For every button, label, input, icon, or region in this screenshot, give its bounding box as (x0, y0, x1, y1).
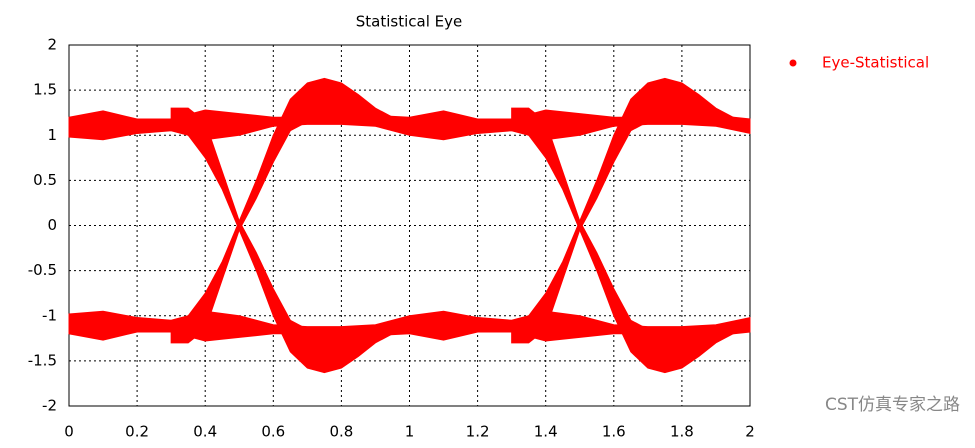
legend-label: Eye-Statistical (822, 54, 929, 72)
x-tick-label: 1.2 (466, 423, 490, 441)
y-tick-label: 2 (47, 36, 57, 54)
y-tick-label: -1.5 (28, 351, 57, 369)
eye-band (170, 107, 393, 374)
x-tick-label: 1.8 (670, 423, 694, 441)
y-tick-label: -0.5 (28, 261, 57, 279)
eye-band (511, 107, 734, 374)
eye-band (511, 77, 734, 344)
x-tick-label: 1.4 (534, 423, 558, 441)
y-tick-label: -2 (42, 397, 57, 415)
y-tick-label: 1.5 (33, 81, 57, 99)
x-tick-label: 2 (745, 423, 755, 441)
x-tick-label: 0.6 (261, 423, 285, 441)
x-tick-label: 0.2 (125, 423, 149, 441)
y-tick-label: 0 (47, 216, 57, 234)
chart-title: Statistical Eye (356, 13, 462, 31)
plot-frame (68, 44, 751, 407)
x-tick-label: 1.6 (602, 423, 626, 441)
eye-band (68, 310, 751, 342)
watermark: CST仿真专家之路 (825, 395, 960, 415)
y-tick-label: -1 (42, 306, 57, 324)
y-tick-label: 0.5 (33, 171, 57, 189)
legend-marker (789, 59, 797, 67)
x-tick-label: 0 (64, 423, 74, 441)
eye-band (170, 77, 393, 344)
y-tick-label: 1 (47, 126, 57, 144)
x-tick-label: 1 (405, 423, 415, 441)
x-tick-label: 0.8 (329, 423, 353, 441)
x-tick-label: 0.4 (193, 423, 217, 441)
